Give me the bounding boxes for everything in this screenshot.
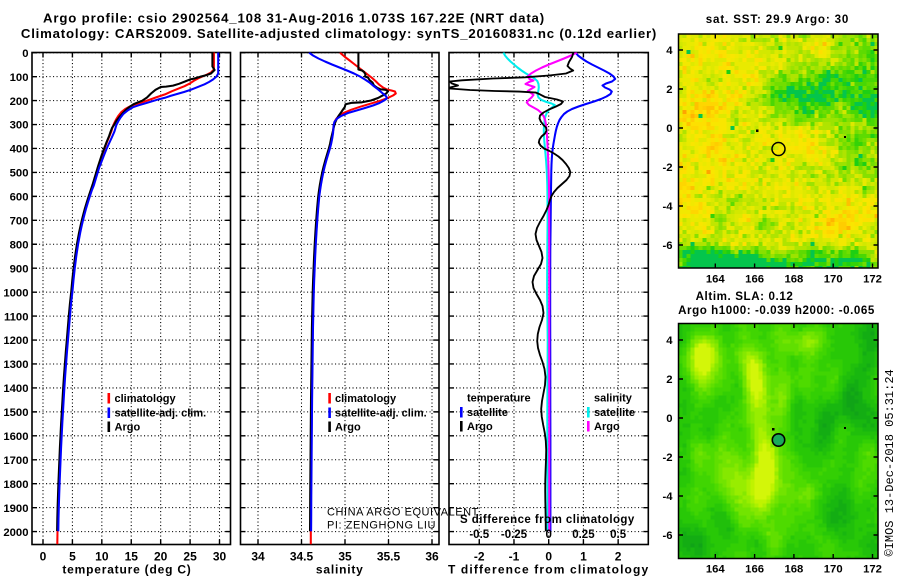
svg-text:-6: -6 <box>662 530 672 542</box>
svg-text:PI: ZENGHONG LIU: PI: ZENGHONG LIU <box>327 520 436 532</box>
svg-text:800: 800 <box>10 239 29 251</box>
svg-text:-6: -6 <box>662 240 672 252</box>
svg-text:0.25: 0.25 <box>572 529 595 541</box>
svg-text:S difference from climatology: S difference from climatology <box>460 514 635 526</box>
svg-text:©IMOS 13-Dec-2018 05:31:24: ©IMOS 13-Dec-2018 05:31:24 <box>883 369 897 556</box>
svg-text:satellite: satellite <box>467 407 508 419</box>
svg-text:172: 172 <box>863 273 882 285</box>
svg-text:1: 1 <box>580 550 587 564</box>
svg-text:10: 10 <box>95 550 109 564</box>
svg-text:temperature (deg C): temperature (deg C) <box>62 563 191 577</box>
svg-text:climatology: climatology <box>115 393 177 405</box>
svg-text:CHINA ARGO EQUIVALENT: CHINA ARGO EQUIVALENT <box>327 507 479 519</box>
svg-text:satellite-adj. clim.: satellite-adj. clim. <box>335 408 427 420</box>
svg-text:35.5: 35.5 <box>377 550 401 564</box>
svg-text:-2: -2 <box>662 452 672 464</box>
svg-text:1700: 1700 <box>3 455 28 467</box>
svg-text:34: 34 <box>251 550 265 564</box>
svg-text:170: 170 <box>824 563 843 575</box>
svg-text:35: 35 <box>338 550 352 564</box>
svg-text:15: 15 <box>125 550 139 564</box>
svg-text:salinity: salinity <box>594 393 633 405</box>
svg-text:0: 0 <box>545 529 551 541</box>
svg-text:1300: 1300 <box>3 359 28 371</box>
svg-text:-2: -2 <box>662 162 672 174</box>
svg-text:Argo: Argo <box>335 422 361 434</box>
svg-text:34.5: 34.5 <box>290 550 314 564</box>
svg-text:1900: 1900 <box>3 503 28 515</box>
svg-text:164: 164 <box>706 563 726 575</box>
svg-text:400: 400 <box>10 144 29 156</box>
svg-text:25: 25 <box>183 550 197 564</box>
svg-text:climatology: climatology <box>335 393 397 405</box>
svg-text:2000: 2000 <box>3 527 28 539</box>
svg-text:5: 5 <box>69 550 76 564</box>
svg-text:-2: -2 <box>474 550 485 564</box>
svg-text:1600: 1600 <box>3 431 28 443</box>
svg-text:T difference from climatology: T difference from climatology <box>448 563 649 577</box>
svg-text:168: 168 <box>784 563 803 575</box>
svg-text:20: 20 <box>154 550 168 564</box>
svg-text:170: 170 <box>824 273 843 285</box>
svg-text:1200: 1200 <box>3 335 28 347</box>
svg-text:Climatology: CARS2009. Satelli: Climatology: CARS2009. Satellite-adjuste… <box>21 26 657 41</box>
svg-text:1800: 1800 <box>3 479 28 491</box>
svg-text:100: 100 <box>10 72 29 84</box>
svg-text:30: 30 <box>213 550 227 564</box>
svg-text:1400: 1400 <box>3 383 28 395</box>
svg-text:salinity: salinity <box>316 563 364 577</box>
svg-text:600: 600 <box>10 192 29 204</box>
svg-text:2: 2 <box>666 84 672 96</box>
svg-text:0: 0 <box>545 550 552 564</box>
svg-text:satellite-adj. clim.: satellite-adj. clim. <box>115 408 207 420</box>
svg-text:Argo profile: csio 2902564_108: Argo profile: csio 2902564_108 31-Aug-20… <box>43 11 545 26</box>
svg-text:2: 2 <box>666 374 672 386</box>
svg-text:168: 168 <box>784 273 803 285</box>
svg-text:-4: -4 <box>662 201 673 213</box>
svg-text:200: 200 <box>10 96 29 108</box>
svg-text:4: 4 <box>666 335 673 347</box>
svg-text:Altim. SLA: 0.12: Altim. SLA: 0.12 <box>696 290 794 303</box>
svg-text:-0.5: -0.5 <box>469 529 489 541</box>
svg-text:Argo: Argo <box>467 421 493 433</box>
svg-text:sat. SST: 29.9 Argo: 30: sat. SST: 29.9 Argo: 30 <box>706 13 849 26</box>
svg-text:temperature: temperature <box>467 393 531 405</box>
svg-text:164: 164 <box>706 273 726 285</box>
svg-text:300: 300 <box>10 120 29 132</box>
svg-text:36: 36 <box>425 550 439 564</box>
svg-text:Argo h1000: -0.039 h2000: -0.0: Argo h1000: -0.039 h2000: -0.065 <box>678 304 875 317</box>
svg-text:satellite: satellite <box>594 407 635 419</box>
svg-text:1500: 1500 <box>3 407 28 419</box>
svg-text:700: 700 <box>10 216 29 228</box>
svg-text:166: 166 <box>745 273 764 285</box>
svg-text:0: 0 <box>666 413 672 425</box>
svg-text:166: 166 <box>745 563 764 575</box>
svg-text:1000: 1000 <box>3 287 28 299</box>
svg-text:900: 900 <box>10 263 29 275</box>
svg-text:Argo: Argo <box>594 421 620 433</box>
svg-text:2: 2 <box>615 550 622 564</box>
svg-text:0.5: 0.5 <box>610 529 627 541</box>
svg-text:-1: -1 <box>509 550 520 564</box>
svg-text:0: 0 <box>22 48 28 60</box>
svg-text:500: 500 <box>10 168 29 180</box>
svg-text:0: 0 <box>40 550 47 564</box>
svg-text:1100: 1100 <box>4 311 29 323</box>
svg-text:-4: -4 <box>662 491 673 503</box>
svg-text:-0.25: -0.25 <box>501 529 528 541</box>
svg-text:Argo: Argo <box>115 422 141 434</box>
svg-text:0: 0 <box>666 123 672 135</box>
svg-text:172: 172 <box>863 563 882 575</box>
svg-text:4: 4 <box>666 45 673 57</box>
